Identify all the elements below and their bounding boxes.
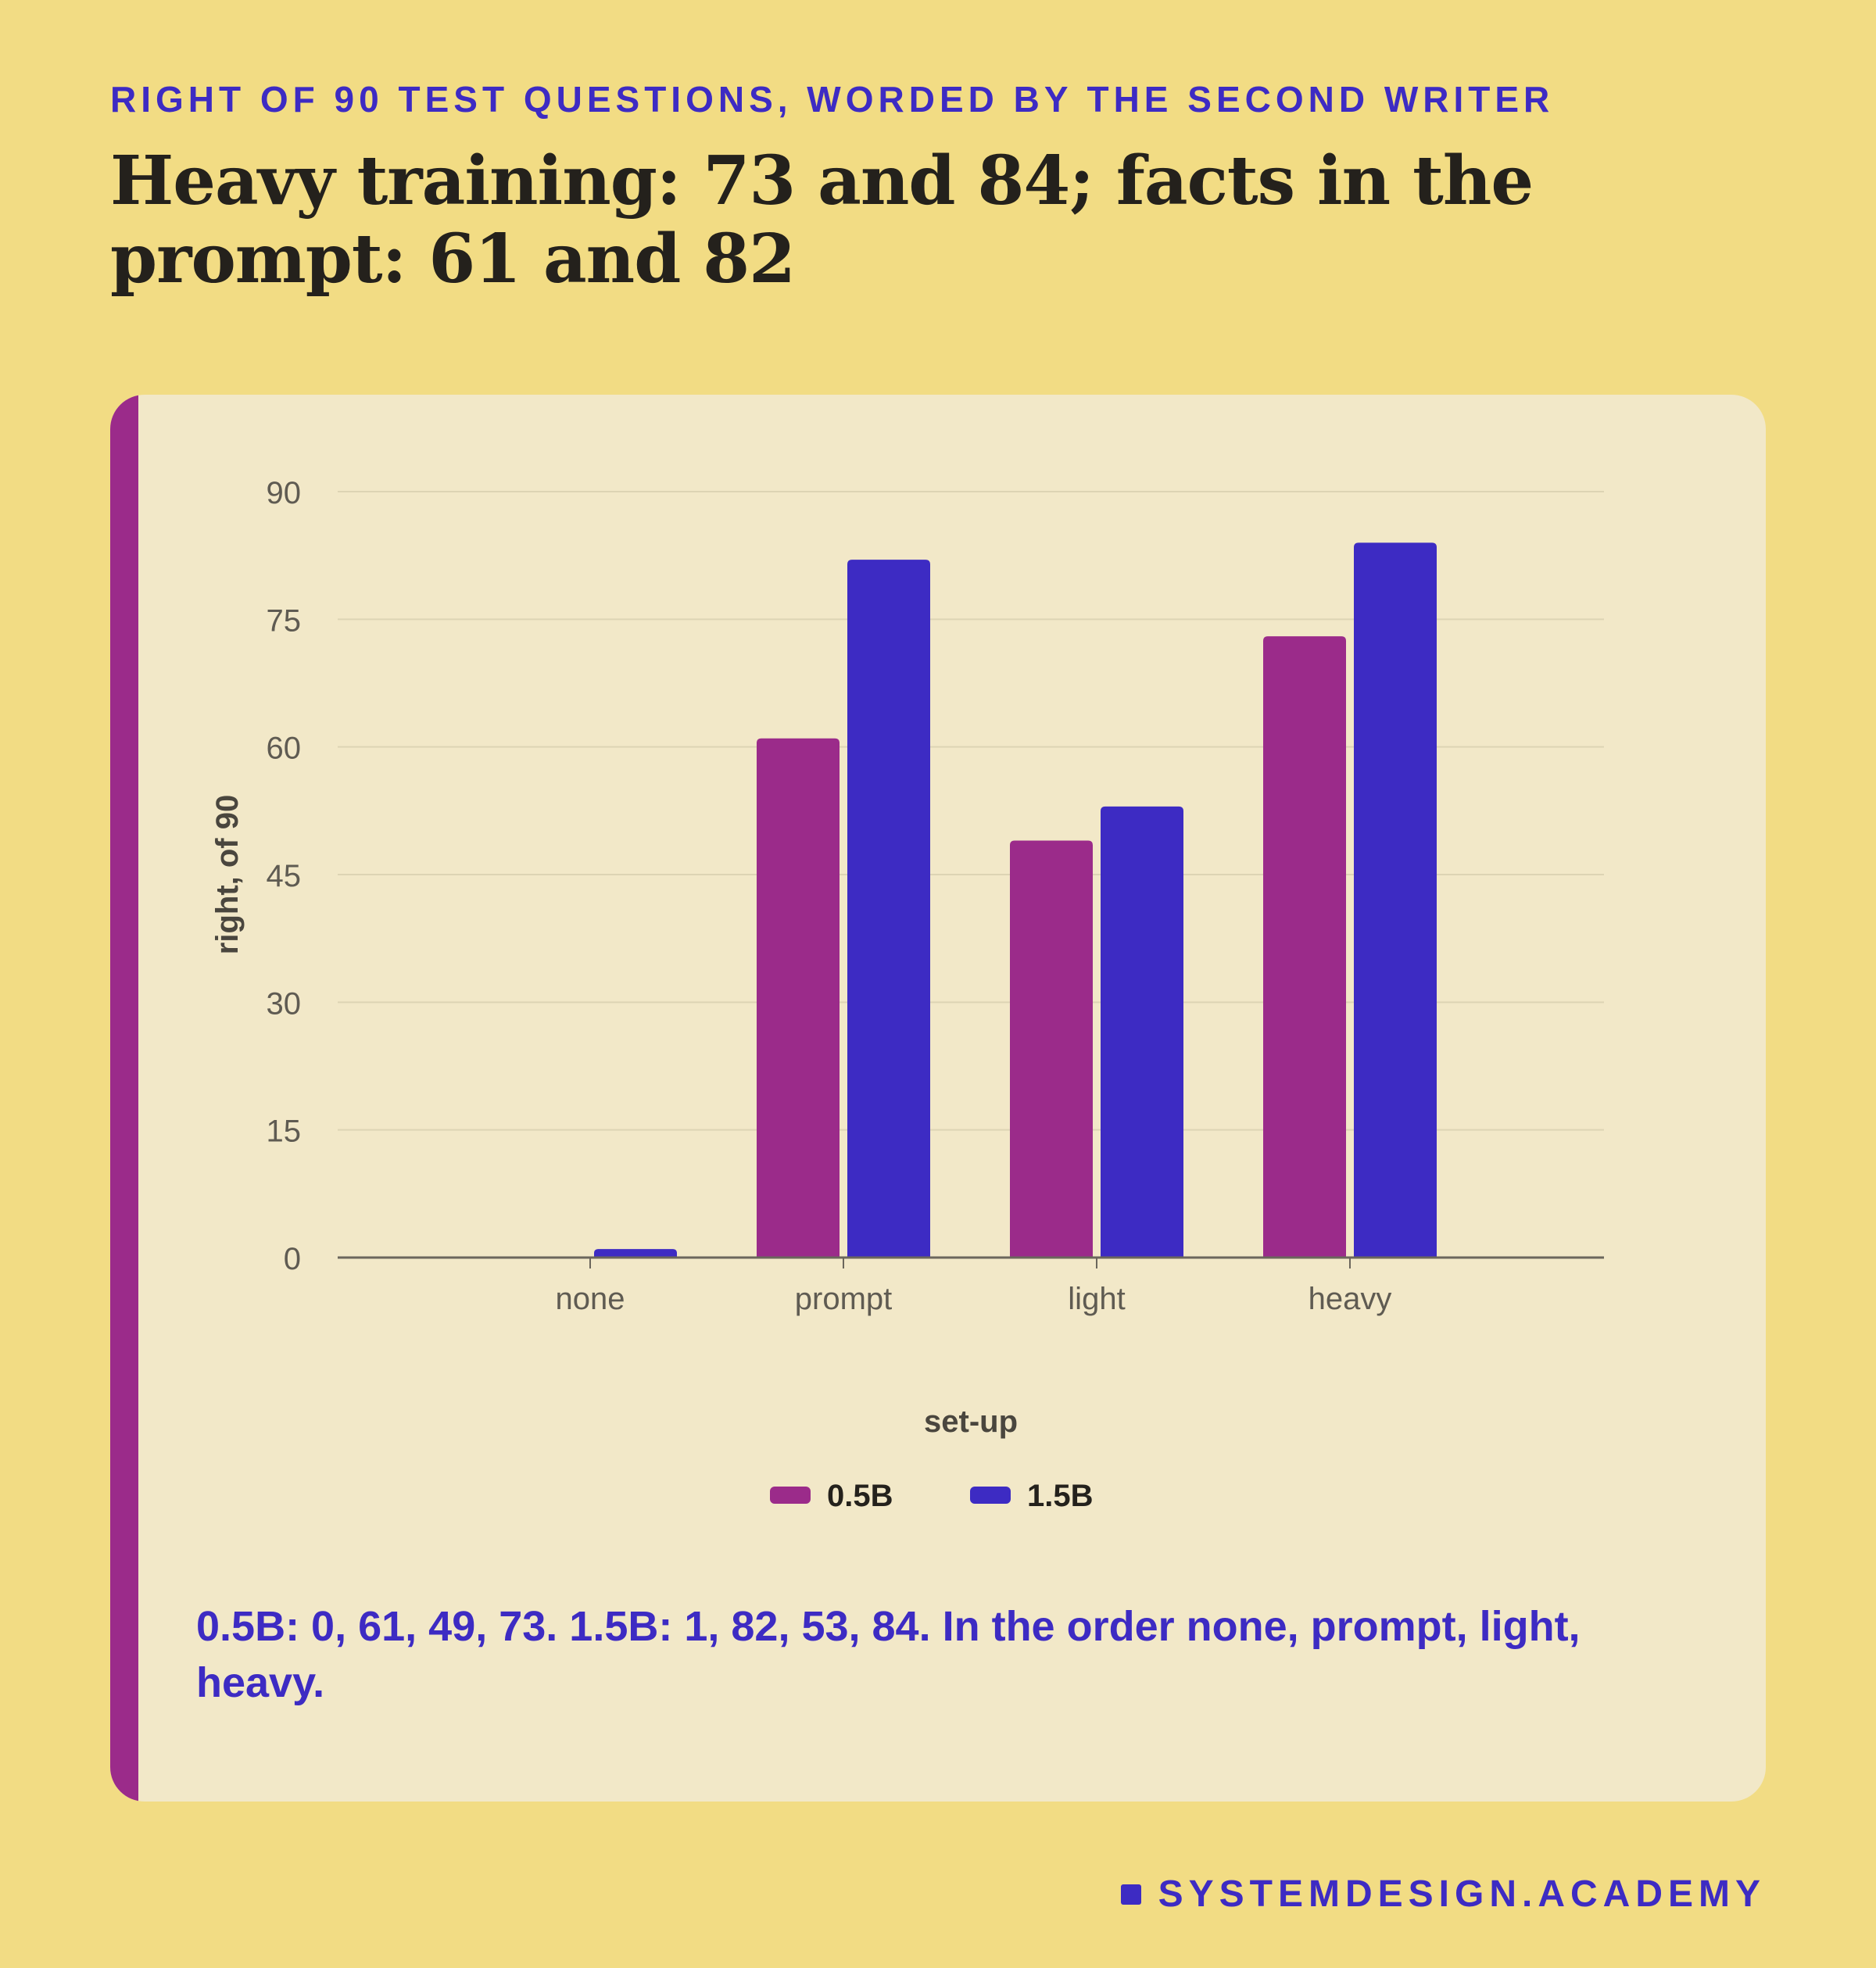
y-tick-label: 45 (267, 859, 302, 893)
y-tick-label: 15 (267, 1115, 302, 1149)
x-tick-label: heavy (1309, 1282, 1392, 1316)
bar-1_5B-light (1101, 806, 1183, 1258)
bar-0_5B-light (1010, 840, 1093, 1258)
y-axis-title: right, of 90 (210, 795, 245, 954)
bar-1_5B-prompt (847, 560, 930, 1258)
x-tick-label: prompt (795, 1282, 893, 1316)
chart-headline: Heavy training: 73 and 84; facts in the … (110, 141, 1534, 299)
card-accent-bar (110, 395, 138, 1802)
x-axis-title: set-up (924, 1404, 1018, 1439)
y-tick-label: 90 (267, 476, 302, 510)
legend-label: 0.5B (827, 1479, 893, 1513)
x-tick-label: light (1068, 1282, 1125, 1316)
y-tick-label: 30 (267, 986, 302, 1021)
legend-swatch (770, 1487, 811, 1504)
brand-label: SYSTEMDESIGN.ACADEMY (1158, 1873, 1766, 1915)
x-tick-label: none (556, 1282, 625, 1316)
brand-footer: SYSTEMDESIGN.ACADEMY (1120, 1873, 1766, 1916)
brand-square-icon (1120, 1884, 1141, 1905)
chart-card: 0 15 30 45 60 75 90 none prompt light heavy set-up r… (110, 395, 1766, 1802)
legend-label: 1.5B (1027, 1479, 1094, 1513)
bar-chart: 0 15 30 45 60 75 90 none prompt light heavy set-up r… (210, 476, 1604, 1513)
bar-1_5B-heavy (1354, 542, 1437, 1258)
chart-eyebrow: RIGHT OF 90 TEST QUESTIONS, WORDED BY TH… (110, 79, 1555, 120)
chart-caption: 0.5B: 0, 61, 49, 73. 1.5B: 1, 82, 53, 84… (196, 1603, 1581, 1706)
y-tick-label: 0 (284, 1242, 301, 1276)
y-tick-label: 60 (267, 732, 302, 766)
bar-0_5B-heavy (1263, 636, 1346, 1258)
legend-swatch (970, 1487, 1011, 1504)
bar-0_5B-prompt (757, 738, 840, 1258)
bar-1_5B-none (594, 1249, 677, 1258)
y-tick-label: 75 (267, 603, 302, 638)
